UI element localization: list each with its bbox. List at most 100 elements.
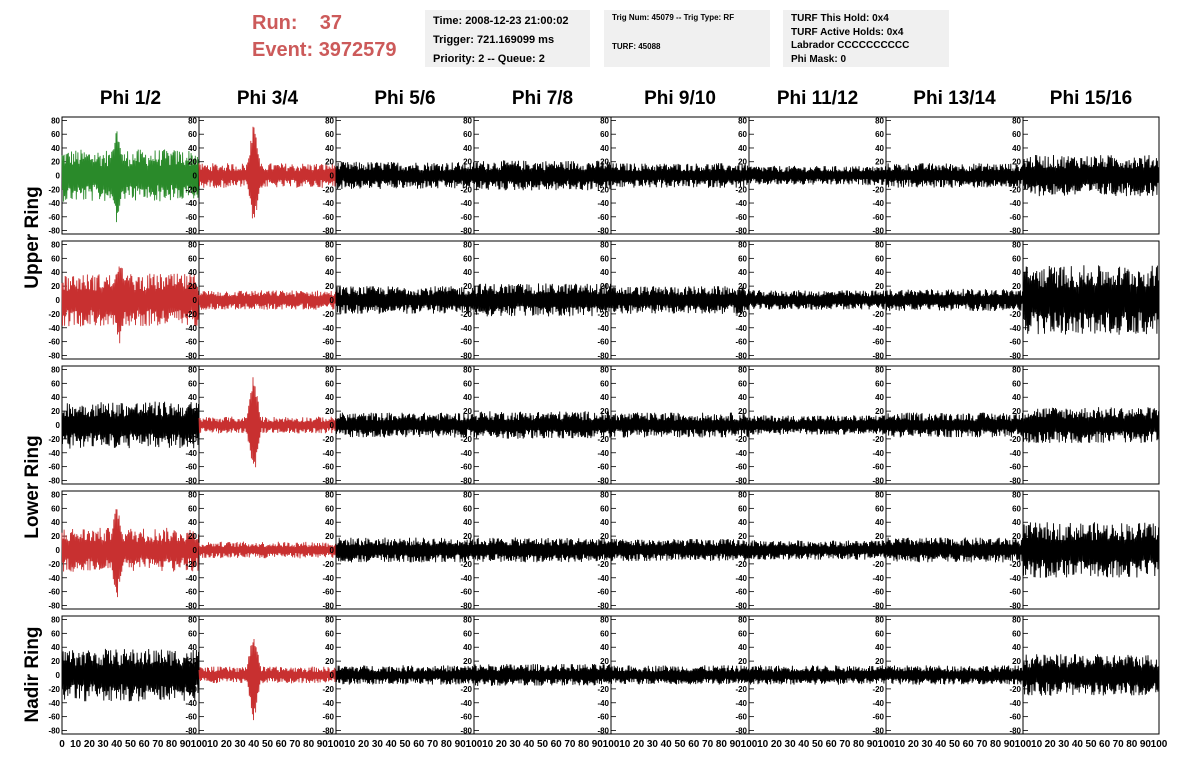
ring-label: Nadir Ring	[22, 626, 43, 722]
y-tick-label: 40	[325, 268, 334, 277]
y-tick-label: 80	[463, 116, 472, 125]
y-tick-label: -20	[322, 560, 334, 569]
y-tick-label: -20	[735, 560, 747, 569]
y-tick-label: -40	[597, 699, 609, 708]
y-tick-label: 80	[325, 240, 334, 249]
y-tick-label: -40	[735, 449, 747, 458]
y-tick-label: -80	[322, 477, 334, 486]
y-tick-label: -80	[872, 602, 884, 611]
run-row: Run: 37	[252, 10, 397, 37]
y-tick-label: 40	[738, 393, 747, 402]
y-tick-label: 80	[600, 365, 609, 374]
waveform-trace	[198, 541, 337, 559]
waveform-trace	[610, 538, 750, 562]
y-tick-label: -80	[322, 227, 334, 236]
y-tick-label: -60	[735, 463, 747, 472]
x-tick-label: 40	[661, 739, 673, 750]
y-tick-label: 80	[188, 240, 197, 249]
x-tick-label: 10	[619, 739, 631, 750]
y-tick-label: 40	[463, 393, 472, 402]
y-tick-label: -80	[597, 477, 609, 486]
y-tick-label: 20	[1012, 407, 1021, 416]
y-tick-label: 40	[51, 268, 60, 277]
y-tick-label: 0	[1017, 172, 1022, 181]
y-tick-label: -20	[185, 685, 197, 694]
y-tick-label: -40	[597, 324, 609, 333]
y-tick-label: -80	[1009, 352, 1021, 361]
y-tick-label: 80	[463, 365, 472, 374]
y-tick-label: 40	[188, 393, 197, 402]
y-tick-label: -20	[735, 310, 747, 319]
y-tick-label: -80	[460, 227, 472, 236]
y-tick-label: -60	[48, 713, 60, 722]
y-tick-label: -80	[460, 477, 472, 486]
y-tick-label: 0	[880, 546, 885, 555]
y-tick-label: 20	[600, 657, 609, 666]
waveform-trace	[748, 415, 887, 435]
y-tick-label: -60	[872, 338, 884, 347]
y-tick-label: 60	[875, 254, 884, 263]
y-tick-label: -60	[1009, 713, 1021, 722]
waveform-trace	[610, 665, 750, 685]
y-tick-label: 20	[1012, 282, 1021, 291]
y-tick-label: 0	[468, 172, 473, 181]
waveform-trace	[61, 509, 200, 598]
waveform-trace	[335, 161, 475, 190]
y-tick-label: 20	[188, 282, 197, 291]
y-tick-label: 20	[875, 657, 884, 666]
waveform-trace	[61, 266, 200, 344]
y-tick-label: -20	[597, 435, 609, 444]
y-tick-label: 20	[325, 407, 334, 416]
y-tick-label: -20	[1009, 560, 1021, 569]
y-tick-label: 80	[51, 365, 60, 374]
y-tick-label: 40	[188, 268, 197, 277]
y-tick-label: 40	[325, 643, 334, 652]
x-tick-label: 50	[399, 739, 411, 750]
y-tick-label: -60	[185, 588, 197, 597]
y-tick-label: 40	[1012, 268, 1021, 277]
y-tick-label: -80	[322, 602, 334, 611]
waveform-trace	[748, 165, 887, 186]
y-tick-label: 20	[463, 158, 472, 167]
y-tick-label: 60	[325, 504, 334, 513]
x-tick-label: 40	[1072, 739, 1084, 750]
x-tick-label: 70	[839, 739, 851, 750]
y-tick-label: 60	[188, 379, 197, 388]
y-tick-label: -20	[460, 185, 472, 194]
x-tick-label: 80	[990, 739, 1002, 750]
y-tick-label: -40	[872, 199, 884, 208]
y-tick-label: 20	[51, 407, 60, 416]
y-tick-label: -40	[460, 324, 472, 333]
y-tick-label: -60	[1009, 213, 1021, 222]
y-tick-label: 60	[600, 130, 609, 139]
x-tick-label: 70	[1113, 739, 1125, 750]
waveform-trace	[61, 131, 200, 223]
y-tick-label: -80	[597, 352, 609, 361]
y-tick-label: 20	[188, 407, 197, 416]
x-tick-label: 20	[358, 739, 370, 750]
x-tick-label: 60	[276, 739, 288, 750]
y-tick-label: -20	[872, 685, 884, 694]
x-tick-label: 60	[688, 739, 700, 750]
y-tick-label: 80	[463, 615, 472, 624]
waveform-trace	[610, 163, 750, 188]
y-tick-label: 40	[463, 518, 472, 527]
y-tick-label: -40	[48, 449, 60, 458]
y-tick-label: 80	[600, 615, 609, 624]
y-tick-label: 80	[738, 116, 747, 125]
y-tick-label: -80	[872, 352, 884, 361]
y-tick-label: 0	[56, 296, 61, 305]
y-tick-label: 0	[56, 546, 61, 555]
y-tick-label: -60	[597, 588, 609, 597]
y-tick-label: 20	[600, 158, 609, 167]
y-tick-label: -60	[872, 713, 884, 722]
y-tick-label: 20	[325, 657, 334, 666]
y-tick-label: -40	[872, 324, 884, 333]
y-tick-label: -40	[735, 199, 747, 208]
y-tick-label: -40	[185, 324, 197, 333]
y-tick-label: 80	[325, 365, 334, 374]
run-label: Run:	[252, 12, 298, 34]
y-tick-label: 20	[463, 407, 472, 416]
y-tick-label: 0	[193, 421, 198, 430]
